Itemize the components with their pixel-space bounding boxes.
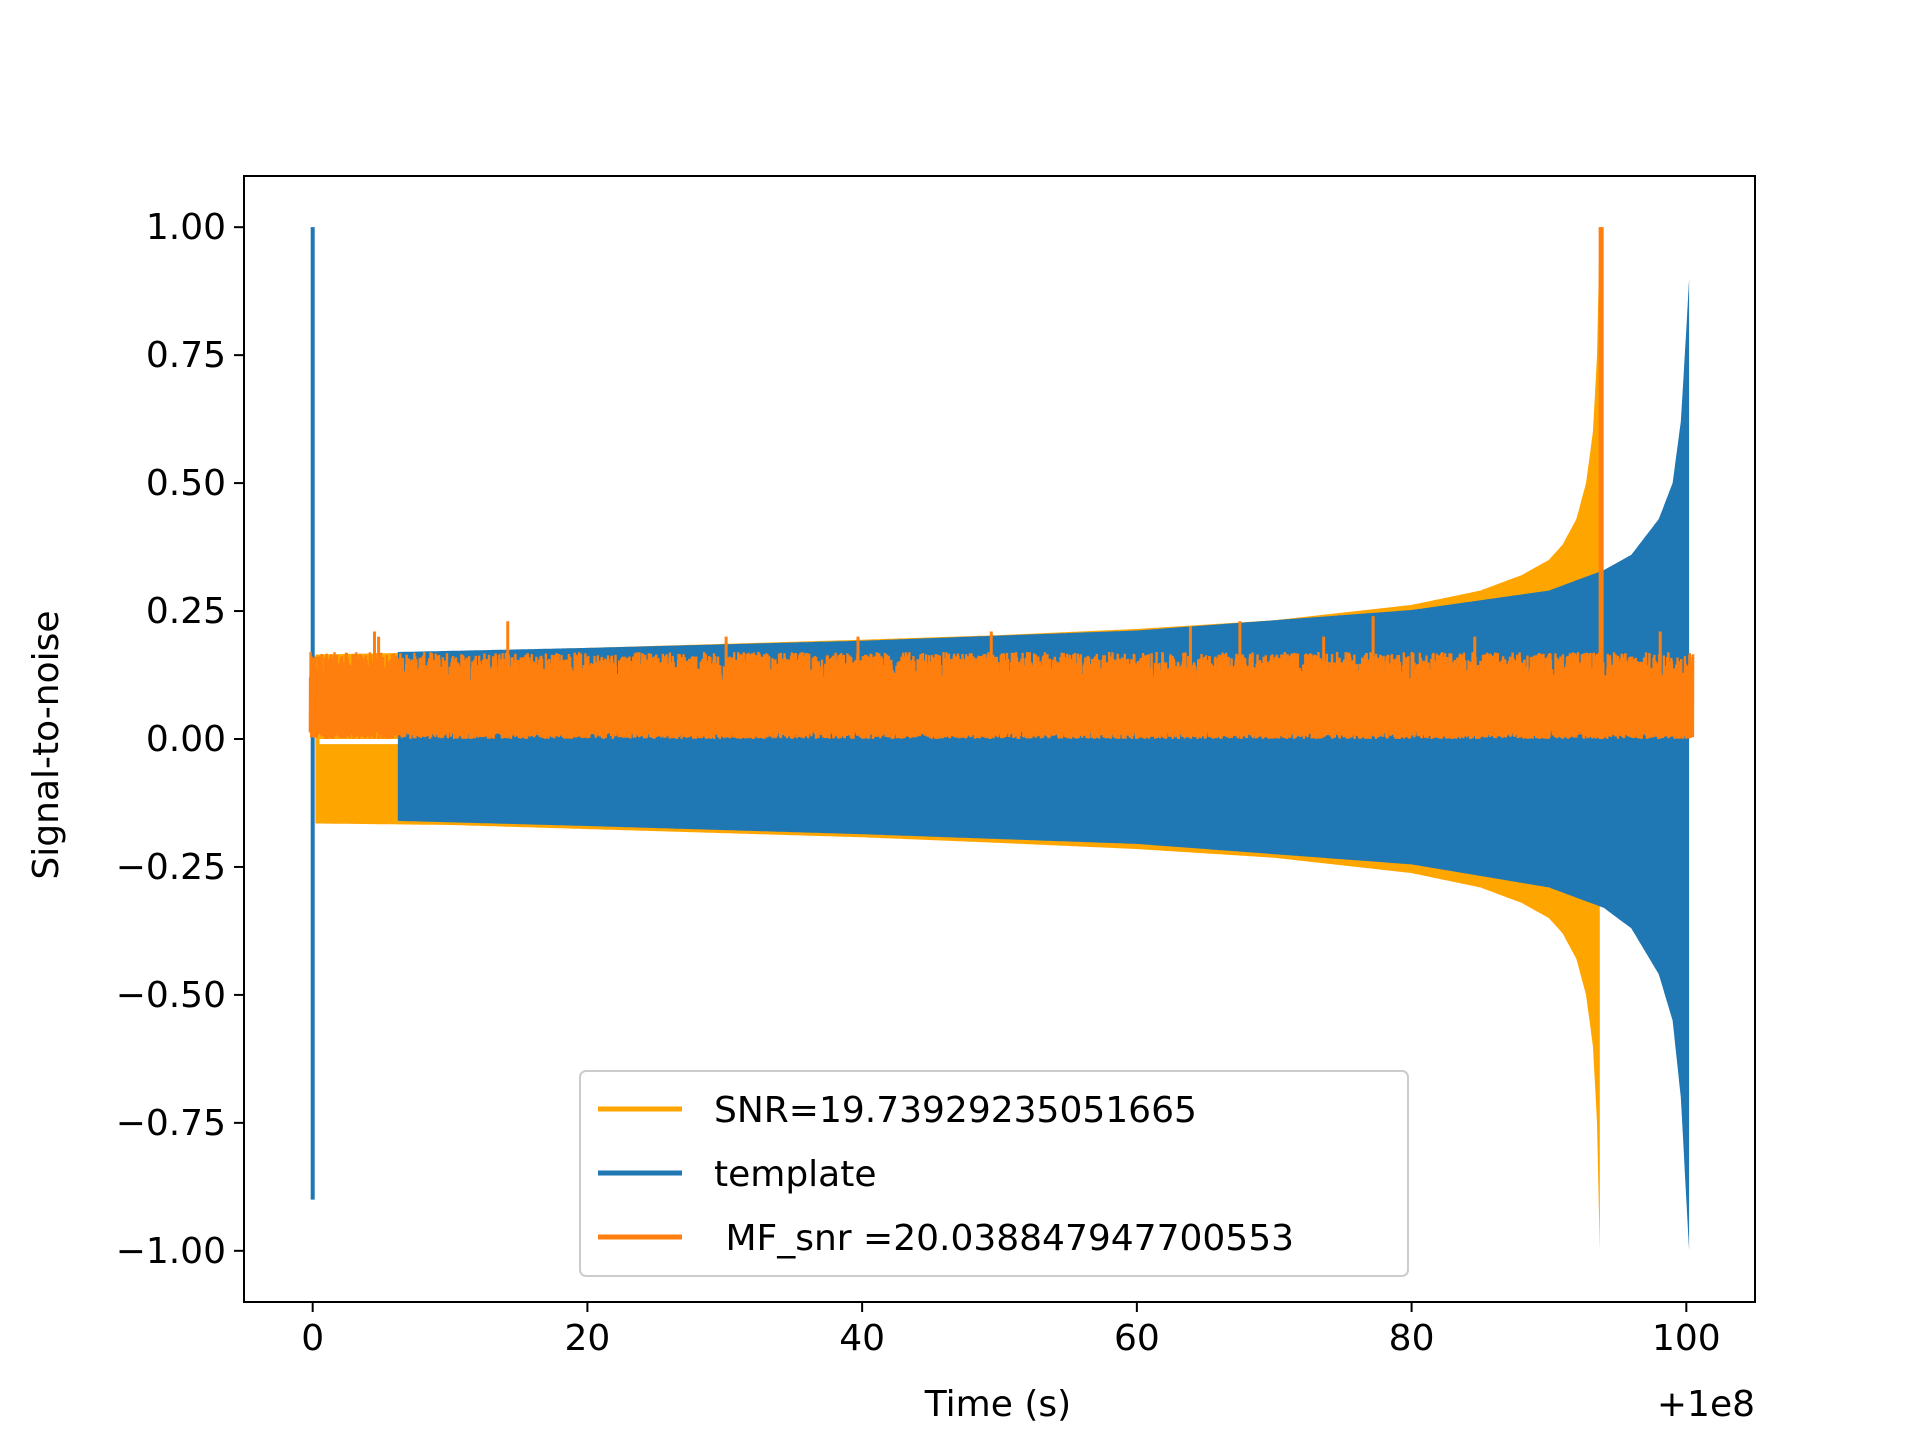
legend-label: MF_snr =20.038847947700553	[714, 1218, 1294, 1259]
x-tick-label: 40	[839, 1318, 885, 1359]
x-tick-label: 80	[1389, 1318, 1435, 1359]
y-tick-label: 0.25	[146, 591, 226, 632]
y-tick-label: −0.50	[116, 975, 226, 1016]
y-tick-label: 1.00	[146, 207, 226, 248]
x-axis-offset-label: +1e8	[1657, 1384, 1755, 1425]
legend: SNR=19.73929235051665 template MF_snr =20…	[579, 1070, 1409, 1277]
y-tick-label: −0.75	[116, 1103, 226, 1144]
snr-series-gap	[319, 739, 398, 745]
axes: 0 20 40 60 80 100 1.00 0.75 0.50 0.25 0.00 −0.25 −0.…	[116, 175, 1756, 1359]
x-axis-label: Time (s)	[924, 1384, 1071, 1425]
legend-label: template	[714, 1154, 877, 1195]
template-series-fill	[397, 278, 1690, 1251]
y-tick-label: 0.00	[146, 719, 226, 760]
x-tick-label: 20	[565, 1318, 611, 1359]
x-tick-label: 0	[301, 1318, 324, 1359]
x-tick-label: 100	[1652, 1318, 1721, 1359]
y-axis-label: Signal-to-noise	[26, 610, 67, 879]
plot-area	[308, 227, 1695, 1251]
legend-box	[579, 1070, 1409, 1277]
y-tick-label: 0.50	[146, 463, 226, 504]
y-tick-label: −1.00	[116, 1231, 226, 1272]
y-tick-label: −0.25	[116, 847, 226, 888]
x-tick-label: 60	[1114, 1318, 1160, 1359]
legend-label: SNR=19.73929235051665	[714, 1090, 1197, 1131]
mf-snr-series-line	[308, 651, 1695, 740]
y-tick-label: 0.75	[146, 335, 226, 376]
